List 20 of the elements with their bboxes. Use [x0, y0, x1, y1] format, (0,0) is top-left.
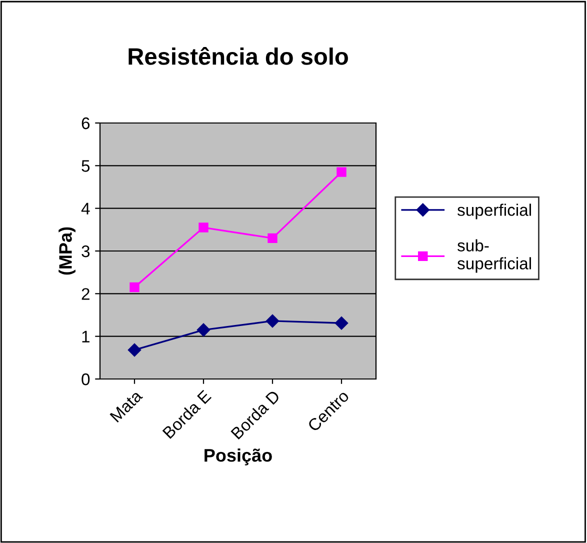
y-tick-label: 5 [82, 160, 90, 172]
point [130, 282, 140, 292]
x-axis-title: Posição [204, 448, 272, 466]
y-tick-label: 3 [82, 245, 90, 258]
point [196, 323, 210, 337]
y-tick-label: 6 [82, 117, 90, 130]
point [336, 167, 346, 177]
y-tick-label: 1 [82, 330, 90, 342]
y-tick-label: 2 [82, 288, 90, 300]
point [128, 343, 142, 357]
y-tick-label: 0 [82, 373, 90, 386]
point [198, 222, 208, 232]
chart-title: Resistência do solo [128, 47, 348, 65]
y-tick-label: 4 [81, 202, 90, 214]
legend-label: superficial [458, 204, 531, 220]
point [334, 316, 348, 330]
y-axis-title: (MPa) [58, 227, 76, 275]
point [268, 233, 278, 244]
legend-label: sub- superficial [458, 239, 531, 273]
point [266, 314, 280, 328]
